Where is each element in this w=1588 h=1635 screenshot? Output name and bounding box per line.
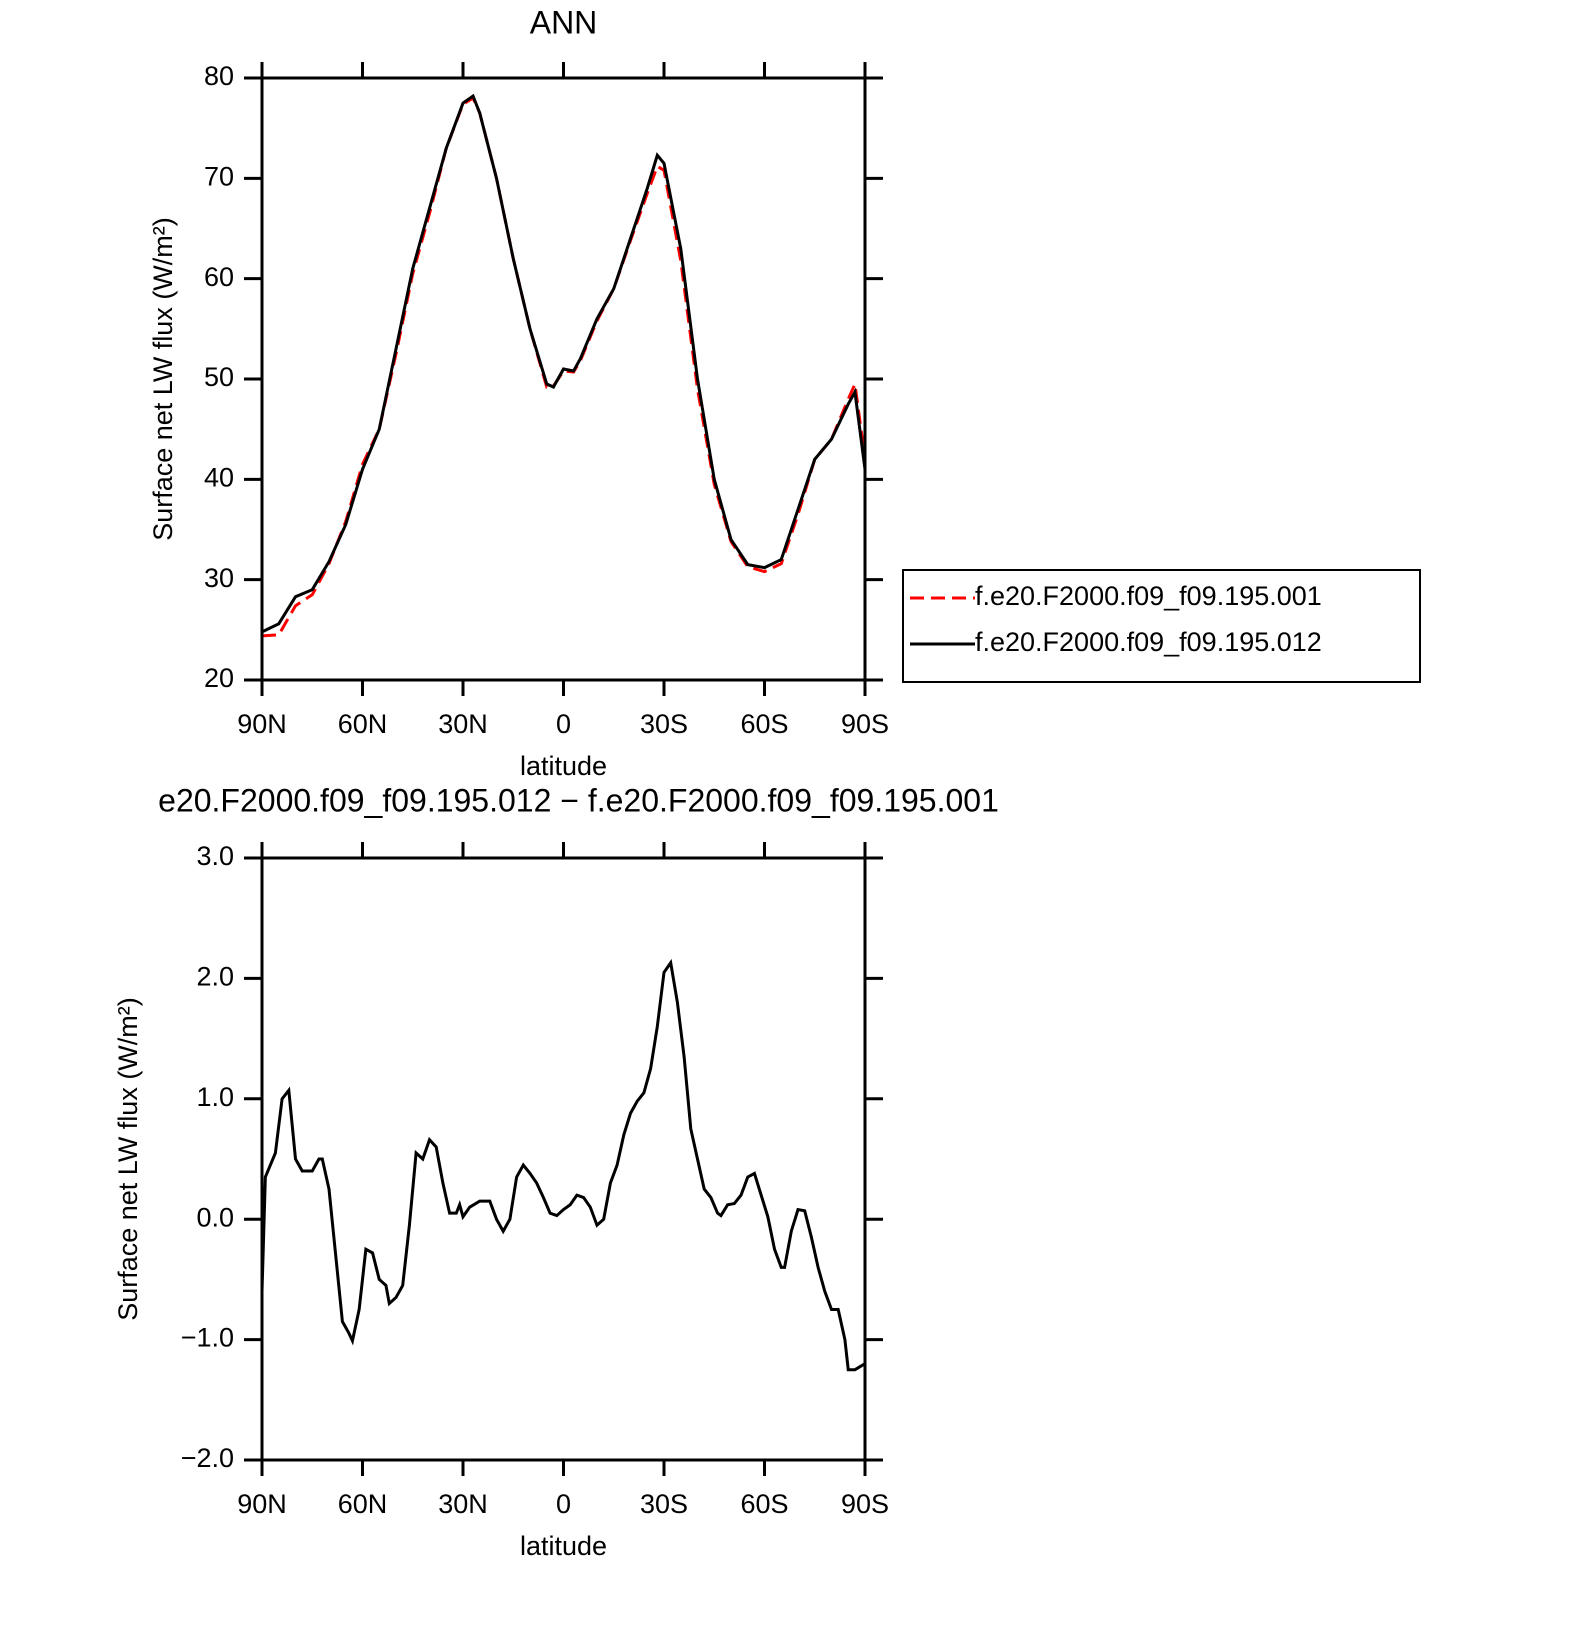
x-tick-label: 60N	[338, 709, 388, 739]
x-tick-label: 60S	[740, 709, 788, 739]
plot-frame	[260, 76, 867, 682]
x-axis-label: latitude	[520, 1531, 607, 1561]
data-line	[260, 958, 866, 1372]
legend-label: f.e20.F2000.f09_f09.195.001	[975, 581, 1322, 611]
y-tick-label: 3.0	[196, 841, 234, 871]
x-tick-label: 90S	[841, 709, 889, 739]
y-tick-label: 30	[204, 563, 234, 593]
y-tick-label: 1.0	[196, 1082, 234, 1112]
y-tick-label: 70	[204, 161, 234, 191]
legend-box	[902, 569, 1421, 683]
x-tick-label: 0	[556, 709, 571, 739]
y-tick-label: −2.0	[181, 1443, 234, 1473]
x-tick-label: 30S	[640, 1489, 688, 1519]
x-tick-label: 90S	[841, 1489, 889, 1519]
y-axis-label: Surface net LW flux (W/m²)	[113, 997, 143, 1321]
x-tick-label: 90N	[237, 709, 287, 739]
data-line	[261, 95, 867, 638]
y-tick-label: 2.0	[196, 962, 234, 992]
y-axis-label: Surface net LW flux (W/m²)	[148, 217, 178, 541]
y-tick-label: 60	[204, 262, 234, 292]
x-tick-label: 60N	[338, 1489, 388, 1519]
legend-label: f.e20.F2000.f09_f09.195.012	[975, 627, 1322, 657]
y-tick-label: 40	[204, 462, 234, 492]
y-tick-label: 80	[204, 61, 234, 91]
y-tick-label: −1.0	[181, 1323, 234, 1353]
y-tick-label: 20	[204, 663, 234, 693]
y-tick-label: 0.0	[196, 1202, 234, 1232]
x-axis-label: latitude	[520, 751, 607, 781]
plot-frame	[260, 856, 867, 1462]
x-tick-label: 30S	[640, 709, 688, 739]
x-tick-label: 60S	[740, 1489, 788, 1519]
x-tick-label: 30N	[438, 709, 488, 739]
data-line	[261, 93, 867, 634]
y-tick-label: 50	[204, 362, 234, 392]
x-tick-label: 90N	[237, 1489, 287, 1519]
x-tick-label: 30N	[438, 1489, 488, 1519]
chart-title: ANN	[530, 4, 598, 40]
chart-title: e20.F2000.f09_f09.195.012 − f.e20.F2000.…	[158, 782, 999, 818]
x-tick-label: 0	[556, 1489, 571, 1519]
